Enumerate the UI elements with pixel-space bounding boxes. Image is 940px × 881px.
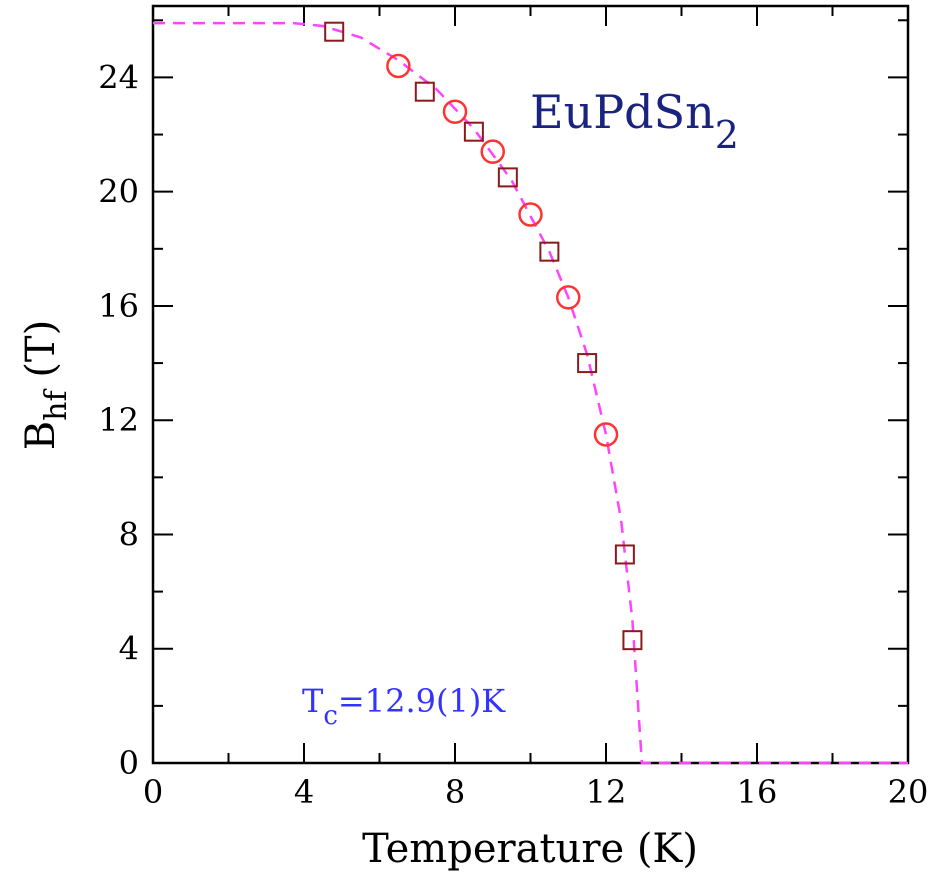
x-tick-label: 12	[586, 773, 627, 811]
y-axis-label: Bhf (T)	[18, 320, 74, 450]
tick-labels: 0 4 8 12 16 20 0 4 8 12 16 20 24	[98, 58, 928, 811]
data-point-circle	[556, 285, 581, 310]
data-point-circle	[386, 53, 411, 79]
data-point-square	[539, 241, 560, 262]
data-point-square	[614, 544, 635, 565]
y-tick-label: 20	[98, 173, 139, 211]
x-tick-label: 4	[294, 773, 314, 811]
x-tick-label: 20	[888, 773, 929, 811]
data-point-circle	[442, 99, 468, 124]
data-point-square	[324, 21, 345, 42]
data-point-circle	[593, 422, 619, 447]
tc-label: Tc=12.9(1)K	[302, 682, 506, 731]
data-point-circle	[518, 202, 543, 227]
data-point-circle	[480, 139, 505, 164]
x-tick-label: 16	[737, 773, 778, 811]
data-point-square	[497, 167, 518, 188]
y-tick-label: 8	[119, 515, 139, 553]
x-axis-label: Temperature (K)	[362, 826, 698, 872]
compound-label: EuPdSn2	[530, 85, 739, 157]
y-tick-label: 12	[98, 401, 139, 439]
y-tick-label: 16	[98, 287, 139, 325]
y-tick-label: 24	[98, 58, 139, 96]
x-tick-label: 8	[445, 773, 465, 811]
data-point-square	[577, 353, 598, 374]
data-markers	[324, 21, 643, 651]
data-point-square	[463, 121, 484, 142]
y-tick-label: 0	[119, 744, 139, 782]
data-point-square	[414, 81, 435, 102]
y-tick-label: 4	[119, 630, 139, 668]
x-tick-label: 0	[143, 773, 163, 811]
data-point-square	[622, 630, 643, 651]
